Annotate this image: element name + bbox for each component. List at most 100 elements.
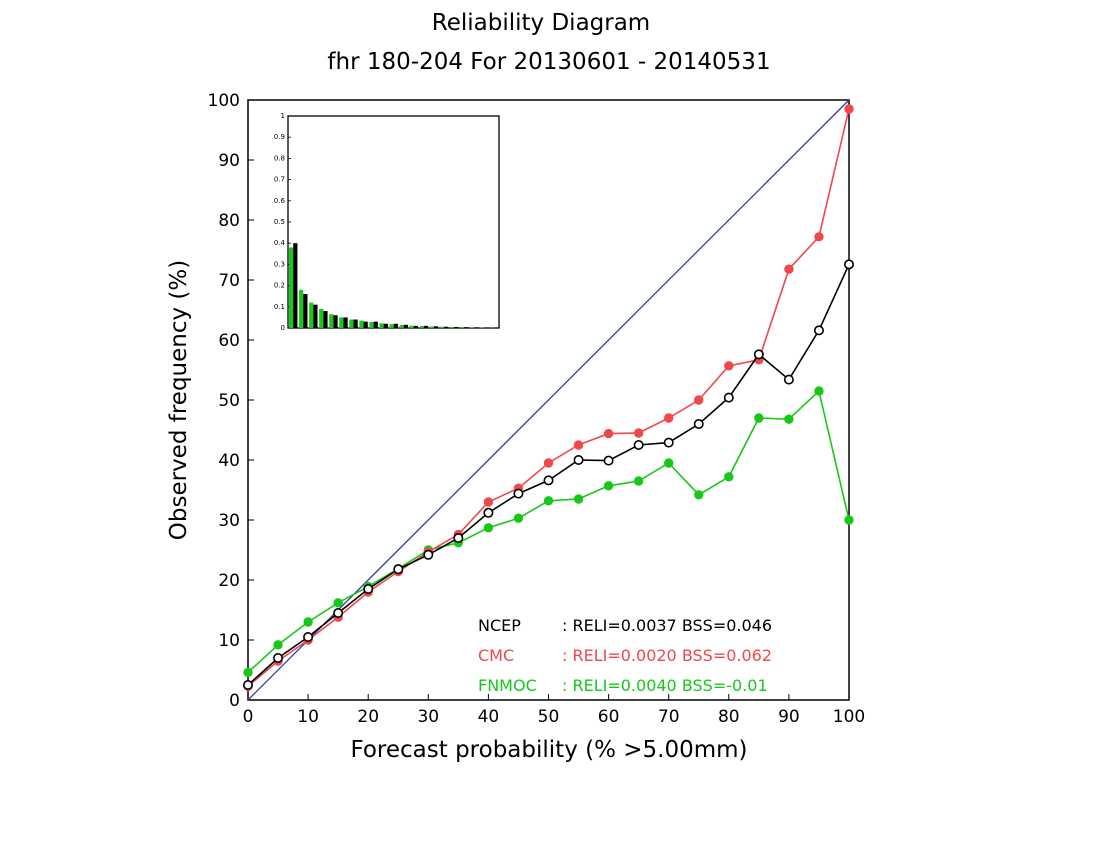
perfect-reliability-line: [247, 99, 850, 701]
x-tick-label: 80: [718, 707, 740, 727]
inset-bar-black: [423, 325, 429, 328]
inset-bar-green: [459, 327, 465, 328]
inset-bar-black: [383, 323, 388, 328]
inset-bar-green: [409, 325, 414, 328]
legend-stats-fnmoc: : RELI=0.0040 BSS=-0.01: [562, 676, 768, 695]
data-point-fnmoc: [814, 386, 824, 396]
inset-bar-black: [443, 326, 449, 328]
y-tick-label: 0: [229, 691, 240, 711]
data-point-cmc: [694, 395, 704, 405]
x-tick-label: 0: [243, 707, 254, 727]
data-point-fnmoc: [844, 515, 854, 525]
inset-bar-black: [293, 243, 298, 328]
data-point-fnmoc: [664, 458, 674, 468]
x-tick-label: 40: [478, 707, 500, 727]
data-point-ncep: [663, 437, 674, 448]
data-point-ncep: [513, 488, 524, 499]
x-tick-label: 60: [598, 707, 620, 727]
inset-y-tick-label: 0.3: [274, 260, 285, 268]
data-point-ncep: [813, 325, 824, 336]
inset-bar-green: [389, 324, 394, 328]
inset-y-tick-label: 0.5: [274, 218, 285, 226]
data-point-cmc: [814, 232, 824, 242]
inset-bar-black: [303, 294, 308, 328]
inset-y-tick-label: 0.4: [274, 239, 286, 247]
data-point-ncep: [333, 607, 344, 618]
inset-y-tick-label: 1: [281, 112, 285, 120]
legend-name-ncep: NCEP: [478, 616, 521, 635]
x-axis-label: Forecast probability (% >5.00mm): [350, 737, 747, 763]
data-point-fnmoc: [603, 481, 614, 491]
inset-bar-green: [369, 322, 374, 328]
data-point-fnmoc: [543, 496, 554, 506]
data-point-ncep: [723, 392, 734, 403]
data-point-ncep: [693, 418, 704, 429]
data-point-cmc: [844, 104, 854, 114]
inset-y-tick-label: 0.9: [274, 133, 285, 141]
data-point-ncep: [783, 374, 794, 385]
inset-bar-green: [289, 247, 294, 328]
y-tick-label: 30: [218, 511, 240, 531]
data-point-fnmoc: [243, 667, 253, 678]
data-point-fnmoc: [333, 598, 343, 608]
data-point-ncep: [423, 549, 434, 560]
inset-bar-green: [449, 326, 454, 328]
data-point-ncep: [393, 564, 404, 575]
inset-bar-black: [393, 323, 398, 328]
inset-y-tick-label: 0: [281, 324, 285, 332]
inset-y-tick-label: 0.2: [274, 282, 285, 290]
inset-bar-green: [429, 326, 434, 328]
inset-bar-black: [464, 327, 469, 328]
data-point-fnmoc: [724, 472, 734, 482]
data-point-cmc: [573, 440, 584, 450]
y-tick-label: 60: [218, 331, 240, 351]
data-point-fnmoc: [694, 490, 704, 500]
inset-bar-green: [439, 326, 444, 328]
data-point-ncep: [273, 652, 284, 663]
data-point-ncep: [633, 439, 644, 450]
inset-bar-green: [339, 317, 344, 328]
inset-bar-green: [299, 289, 304, 328]
data-point-fnmoc: [573, 494, 584, 504]
x-tick-label: 50: [538, 707, 560, 727]
data-point-ncep: [453, 532, 464, 543]
inset-bar-black: [474, 327, 479, 328]
legend-stats-cmc: : RELI=0.0020 BSS=0.062: [562, 646, 772, 665]
data-point-ncep: [603, 455, 614, 466]
x-tick-label: 70: [658, 707, 680, 727]
inset-bar-green: [319, 308, 324, 328]
data-point-ncep: [363, 583, 374, 594]
x-tick-label: 20: [357, 707, 379, 727]
inset-bar-green: [349, 319, 354, 328]
inset-bar-green: [329, 314, 334, 328]
inset-bar-black: [403, 324, 408, 328]
data-point-ncep: [573, 454, 584, 465]
y-tick-label: 10: [218, 631, 240, 651]
y-tick-label: 50: [218, 391, 240, 411]
x-tick-label: 10: [297, 707, 319, 727]
y-tick-label: 20: [218, 571, 240, 591]
inset-bar-black: [433, 326, 439, 328]
data-point-cmc: [784, 264, 794, 274]
data-point-fnmoc: [754, 413, 764, 423]
data-point-fnmoc: [784, 414, 794, 424]
y-tick-label: 70: [218, 271, 240, 291]
inset-bar-black: [343, 317, 348, 328]
data-point-fnmoc: [633, 476, 644, 486]
data-point-fnmoc: [513, 513, 524, 523]
legend-stats-ncep: : RELI=0.0037 BSS=0.046: [562, 616, 772, 635]
data-point-ncep: [753, 349, 764, 360]
data-point-cmc: [664, 413, 674, 423]
data-point-ncep: [303, 631, 314, 642]
data-point-ncep: [843, 259, 854, 270]
inset-bar-black: [313, 304, 318, 328]
data-point-fnmoc: [303, 617, 313, 627]
inset-bar-black: [373, 321, 378, 328]
inset-y-tick-label: 0.6: [274, 197, 286, 205]
data-point-cmc: [724, 361, 734, 371]
inset-bar-black: [353, 319, 358, 328]
legend-name-fnmoc: FNMOC: [478, 676, 537, 695]
y-tick-label: 80: [218, 211, 240, 231]
